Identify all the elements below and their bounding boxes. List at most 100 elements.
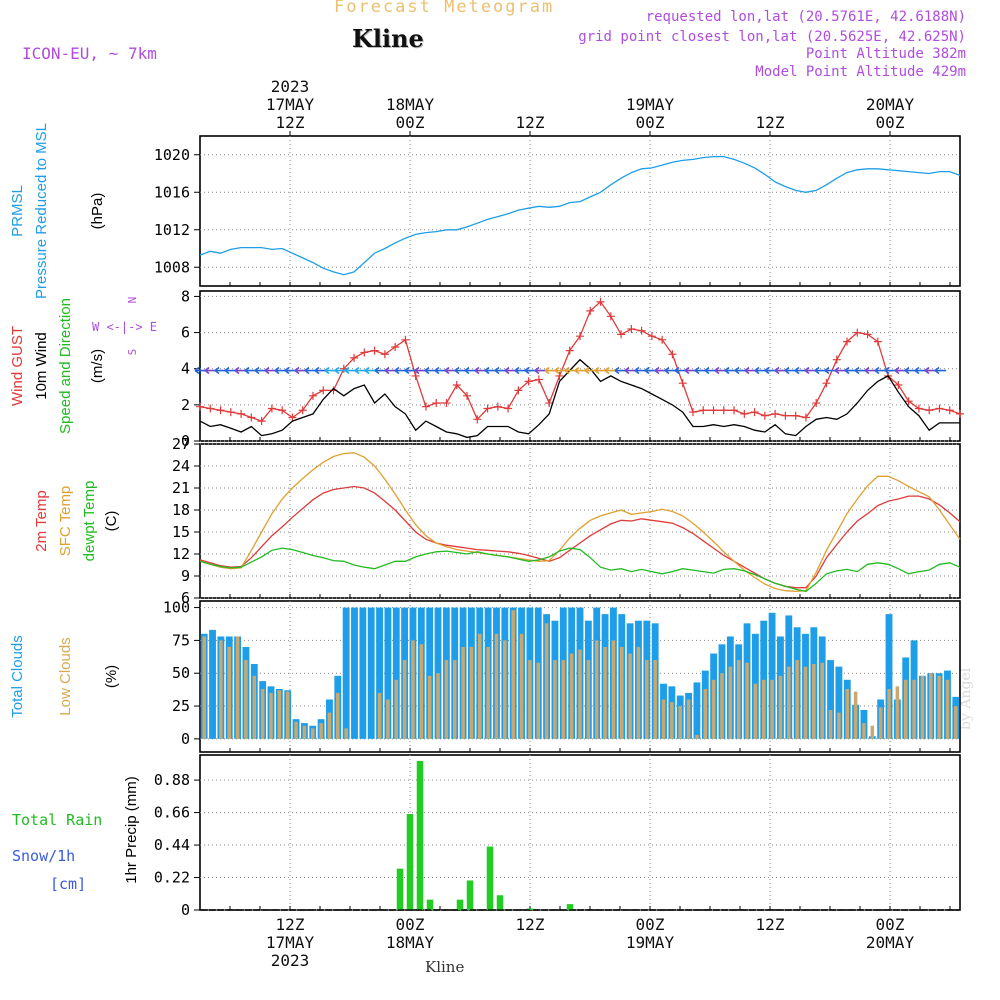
- precip-axis-label: 1hr Precip (mm): [123, 776, 140, 884]
- low-cloud-bar: [736, 660, 741, 739]
- low-cloud-bar: [528, 660, 532, 739]
- total-cloud-bar: [827, 660, 834, 739]
- top-time-label: 2023: [271, 77, 310, 96]
- sfc-temp-line: [199, 452, 961, 593]
- bottom-time-label: 00Z: [636, 915, 665, 934]
- gust-marker: [596, 297, 605, 306]
- low-cloud-bar: [887, 688, 891, 739]
- wind-direction-arrow: [404, 366, 416, 375]
- low-cloud-bar: [553, 660, 557, 739]
- precip-bar: [526, 908, 534, 910]
- wind-direction-arrow: [704, 366, 716, 375]
- wind-direction-arrow: [714, 366, 726, 375]
- gust-marker: [483, 404, 492, 413]
- low-cloud-bar: [937, 675, 941, 739]
- gust-marker: [678, 379, 687, 388]
- wind-direction-arrow: [784, 366, 796, 375]
- gust-marker: [750, 408, 759, 417]
- point-altitude: Point Altitude 382m: [805, 46, 966, 62]
- low-cloud-bar: [828, 709, 833, 739]
- gust-marker: [504, 404, 513, 413]
- top-time-label: 17MAY: [266, 95, 315, 114]
- precip-bar: [496, 895, 504, 910]
- wind-direction-arrow: [764, 366, 776, 375]
- gust-marker: [257, 417, 266, 426]
- top-time-label: 00Z: [636, 113, 665, 132]
- gust-marker: [647, 332, 656, 341]
- gust-marker: [493, 402, 502, 411]
- low-cloud-bar: [778, 675, 783, 739]
- wind-direction-arrow: [434, 366, 446, 375]
- wind-direction-arrow: [864, 366, 876, 375]
- wind-direction-arrow: [374, 366, 386, 375]
- low-cloud-bar: [686, 699, 691, 739]
- bottom-time-label: 00Z: [876, 915, 905, 934]
- wind-direction-arrow: [824, 366, 836, 375]
- y-tick-label: 2: [181, 396, 190, 414]
- low-cloud-bar: [761, 679, 766, 739]
- low-cloud-bar: [711, 679, 716, 739]
- low-cloud-bar: [636, 646, 641, 739]
- low-cloud-bar: [645, 660, 649, 739]
- low-cloud-bar: [235, 636, 240, 739]
- wind-direction-arrow: [584, 366, 596, 375]
- clouds-frame: [199, 600, 961, 753]
- gust-marker: [514, 386, 523, 395]
- low-cloud-bar: [544, 623, 549, 739]
- gust-marker: [658, 335, 667, 344]
- gust-marker: [791, 411, 800, 420]
- low-cloud-bar: [820, 662, 824, 739]
- precip-bar: [396, 868, 404, 910]
- y-tick-label: 25: [172, 697, 190, 715]
- wind-direction-arrow: [564, 366, 576, 375]
- total-cloud-bar: [392, 607, 400, 739]
- y-tick-label: 0.44: [154, 836, 190, 854]
- precip-bar: [426, 899, 434, 910]
- low-cloud-bar: [394, 679, 399, 739]
- low-cloud-bar: [260, 688, 265, 739]
- wind-direction-arrow: [494, 366, 506, 375]
- wind-direction-arrow: [314, 366, 326, 375]
- wind-gust-line: [199, 300, 961, 422]
- low-cloud-bar: [494, 633, 499, 739]
- compass-s: S: [126, 349, 139, 356]
- axis-label: (C): [103, 511, 120, 532]
- 2m-temp-line: [199, 485, 961, 589]
- wind-direction-arrow: [774, 366, 786, 375]
- gust-marker: [421, 402, 430, 411]
- low-cloud-bar: [503, 640, 507, 739]
- footer-location: Kline: [425, 958, 465, 976]
- wind-direction-arrow: [674, 366, 686, 375]
- gust-marker: [308, 391, 317, 400]
- bottom-time-label: 19MAY: [626, 933, 675, 952]
- axis-label: Total Clouds: [9, 635, 26, 718]
- wind-direction-arrow: [384, 366, 396, 375]
- gust-marker: [719, 406, 728, 415]
- pressure-panel: 1008 1012 1016 1020 PRMSL Pressure Reduced to…: [9, 123, 961, 299]
- gust-marker: [370, 346, 379, 355]
- gust-marker: [637, 326, 646, 335]
- low-cloud-bar: [578, 649, 582, 739]
- wind-direction-arrow: [334, 366, 346, 375]
- low-cloud-bar: [945, 679, 950, 739]
- axis-label: Pressure Reduced to MSL: [33, 123, 50, 299]
- low-cloud-bar: [444, 660, 449, 739]
- top-time-label: 00Z: [876, 113, 905, 132]
- wind-direction-arrow: [694, 366, 706, 375]
- total-cloud-bar: [768, 612, 776, 739]
- precip-bar: [466, 880, 474, 910]
- wind-direction-arrow: [364, 366, 376, 375]
- wind-direction-arrow: [214, 366, 226, 375]
- wind-direction-arrow: [424, 366, 436, 375]
- gust-marker: [247, 413, 256, 422]
- low-cloud-bar: [603, 646, 607, 739]
- wind-panel: 0 2 4 6 8 Wind GUST 10m Wind Speed and Directio…: [9, 287, 964, 450]
- gust-marker: [627, 324, 636, 333]
- gust-marker: [606, 312, 615, 321]
- gust-marker: [380, 350, 389, 359]
- wind-direction-arrow: [194, 366, 206, 375]
- top-time-label: 20MAY: [866, 95, 915, 114]
- wind-direction-arrow: [794, 366, 806, 375]
- wind-direction-arrow: [844, 366, 856, 375]
- total-cloud-bar: [376, 607, 383, 739]
